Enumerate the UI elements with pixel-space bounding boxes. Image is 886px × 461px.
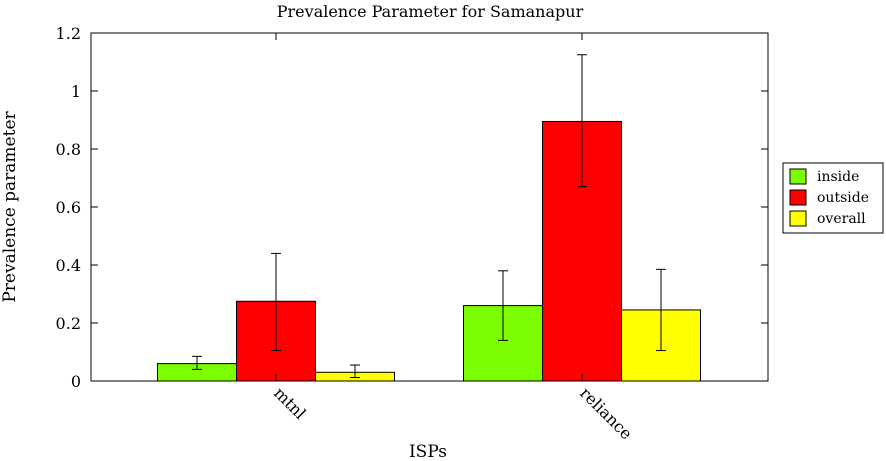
- y-tick-label: 0.4: [56, 256, 81, 275]
- y-axis: 0 0.2 0.4 0.6 0.8 1 1.2: [56, 24, 768, 391]
- legend-swatch-overall: [789, 210, 807, 227]
- y-tick-label: 1.2: [56, 24, 81, 43]
- legend-swatch-outside: [789, 189, 807, 206]
- x-axis-title: ISPs: [409, 442, 447, 461]
- legend-label-inside: inside: [817, 169, 859, 185]
- legend: inside outside overall: [782, 162, 884, 234]
- y-tick-label: 1: [71, 82, 81, 101]
- y-tick-label: 0.6: [56, 198, 81, 217]
- x-tick-label-reliance: reliance: [576, 383, 636, 443]
- chart-title: Prevalence Parameter for Samanapur: [277, 2, 584, 21]
- y-tick-label: 0.8: [56, 140, 81, 159]
- legend-label-outside: outside: [817, 190, 869, 206]
- bars: [157, 54, 701, 382]
- y-tick-label: 0: [71, 372, 81, 391]
- x-tick-label-mtnl: mtnl: [270, 383, 310, 423]
- legend-label-overall: overall: [817, 211, 866, 227]
- legend-swatch-inside: [789, 168, 807, 185]
- y-tick-label: 0.2: [56, 314, 81, 333]
- y-axis-title: Prevalence parameter: [0, 110, 20, 302]
